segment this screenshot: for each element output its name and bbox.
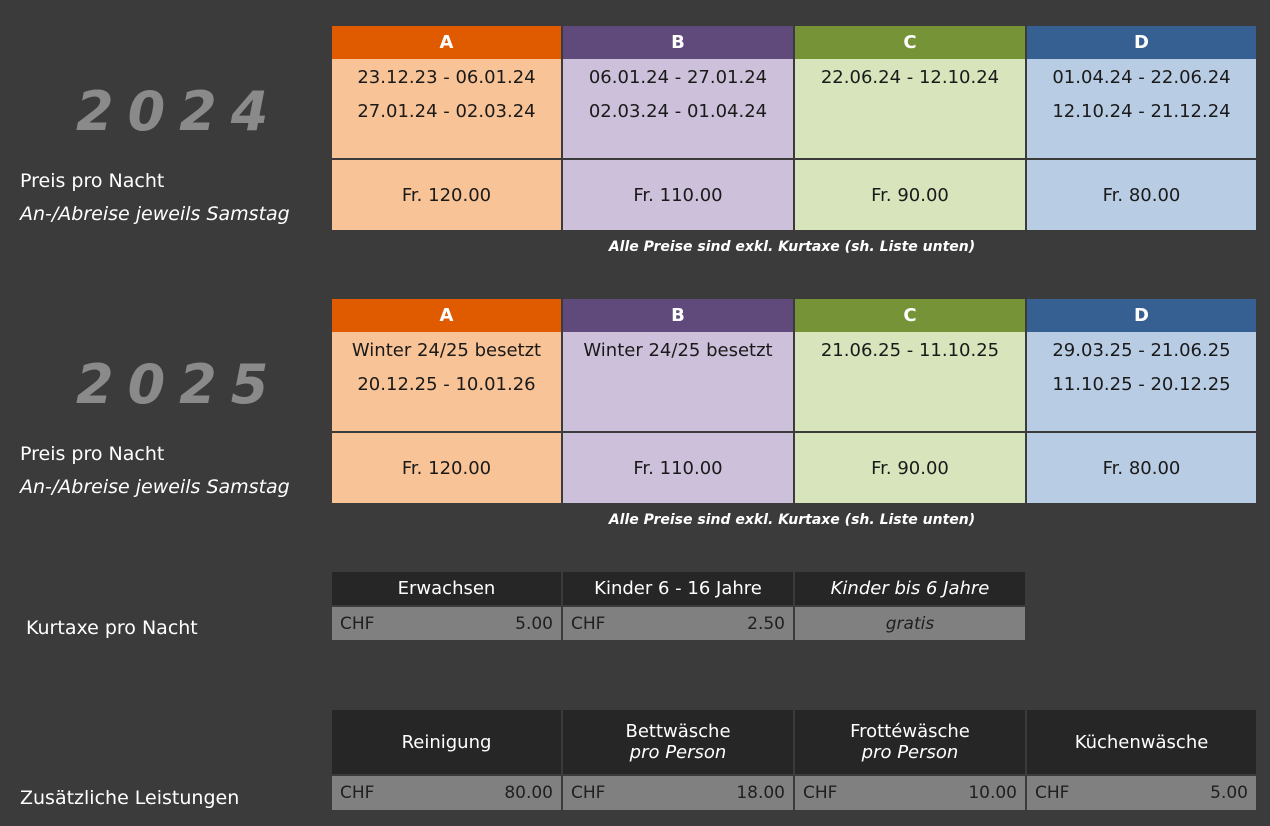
header-adults: Erwachsen — [332, 572, 561, 605]
season-c-header: C — [795, 26, 1025, 59]
season-b-header: B — [563, 299, 793, 332]
amount: 10.00 — [968, 783, 1017, 803]
header-towels: Frottéwäsche pro Person — [795, 710, 1025, 774]
kurtaxe-adults-cell: CHF 5.00 — [332, 607, 561, 640]
date-range: 21.06.25 - 11.10.25 — [820, 340, 1000, 361]
season-c-dates: 21.06.25 - 11.10.25 — [795, 332, 1025, 431]
season-c-dates: 22.06.24 - 12.10.24 — [795, 59, 1025, 158]
arrival-departure-label: An-/Abreise jeweils Samstag — [20, 203, 290, 225]
currency: CHF — [571, 613, 606, 634]
season-d-price: Fr. 80.00 — [1027, 160, 1256, 230]
extras-label: Zusätzliche Leistungen — [20, 787, 240, 809]
season-b-dates: Winter 24/25 besetzt — [563, 332, 793, 431]
price-label-2025: Preis pro Nacht An-/Abreise jeweils Sams… — [20, 438, 290, 504]
season-a-price: Fr. 120.00 — [332, 160, 561, 230]
amount: 18.00 — [736, 783, 785, 803]
currency: CHF — [1035, 783, 1070, 803]
date-range: 01.04.24 - 22.06.24 — [1052, 67, 1231, 88]
date-range: 20.12.25 - 10.01.26 — [357, 374, 536, 395]
season-d-header: D — [1027, 299, 1256, 332]
season-b-header: B — [563, 26, 793, 59]
season-b-price: Fr. 110.00 — [563, 160, 793, 230]
header-children-under-6: Kinder bis 6 Jahre — [795, 572, 1025, 605]
price-label-2024: Preis pro Nacht An-/Abreise jeweils Sams… — [20, 165, 290, 231]
price-per-night-label: Preis pro Nacht — [20, 170, 165, 192]
season-c-header: C — [795, 299, 1025, 332]
extras-table: Reinigung Bettwäsche pro Person Frottéwä… — [332, 710, 1256, 810]
year-2025-title: 2025 — [76, 353, 283, 416]
amount: 5.00 — [515, 613, 553, 634]
season-d-header: D — [1027, 26, 1256, 59]
header-kitchen-linen: Küchenwäsche — [1027, 710, 1256, 774]
header-children-6-16: Kinder 6 - 16 Jahre — [563, 572, 793, 605]
date-range: 11.10.25 - 20.12.25 — [1052, 374, 1231, 395]
kurtaxe-children-cell: CHF 2.50 — [563, 607, 793, 640]
season-b-dates: 06.01.24 - 27.01.24 02.03.24 - 01.04.24 — [563, 59, 793, 158]
season-d-price: Fr. 80.00 — [1027, 433, 1256, 503]
season-a-price: Fr. 120.00 — [332, 433, 561, 503]
season-c-price: Fr. 90.00 — [795, 160, 1025, 230]
price-per-night-label: Preis pro Nacht — [20, 443, 165, 465]
extras-bed-linen-cell: CHF 18.00 — [563, 776, 793, 810]
date-range: 12.10.24 - 21.12.24 — [1052, 101, 1231, 122]
kurtaxe-label: Kurtaxe pro Nacht — [26, 617, 198, 639]
date-range: 22.06.24 - 12.10.24 — [820, 67, 1000, 88]
tax-note-2025: Alle Preise sind exkl. Kurtaxe (sh. List… — [608, 512, 976, 528]
season-a-header: A — [332, 299, 561, 332]
amount: 2.50 — [747, 613, 785, 634]
season-table-2025: A B C D Winter 24/25 besetzt 20.12.25 - … — [332, 299, 1256, 503]
currency: CHF — [340, 783, 375, 803]
date-range: 23.12.23 - 06.01.24 — [357, 67, 536, 88]
season-d-dates: 29.03.25 - 21.06.25 11.10.25 - 20.12.25 — [1027, 332, 1256, 431]
extras-towels-cell: CHF 10.00 — [795, 776, 1025, 810]
season-a-dates: 23.12.23 - 06.01.24 27.01.24 - 02.03.24 — [332, 59, 561, 158]
arrival-departure-label: An-/Abreise jeweils Samstag — [20, 476, 290, 498]
tax-note-2024: Alle Preise sind exkl. Kurtaxe (sh. List… — [608, 239, 976, 255]
currency: CHF — [803, 783, 838, 803]
season-a-header: A — [332, 26, 561, 59]
date-range: 06.01.24 - 27.01.24 — [588, 67, 768, 88]
extras-cleaning-cell: CHF 80.00 — [332, 776, 561, 810]
kurtaxe-table: Erwachsen Kinder 6 - 16 Jahre Kinder bis… — [332, 572, 1025, 640]
kurtaxe-free-cell: gratis — [795, 607, 1025, 640]
season-c-price: Fr. 90.00 — [795, 433, 1025, 503]
date-range: 29.03.25 - 21.06.25 — [1052, 340, 1231, 361]
header-cleaning: Reinigung — [332, 710, 561, 774]
date-range: Winter 24/25 besetzt — [583, 340, 773, 361]
date-range: Winter 24/25 besetzt — [351, 340, 542, 361]
extras-kitchen-linen-cell: CHF 5.00 — [1027, 776, 1256, 810]
season-b-price: Fr. 110.00 — [563, 433, 793, 503]
amount: 5.00 — [1210, 783, 1248, 803]
date-range: 27.01.24 - 02.03.24 — [357, 101, 536, 122]
currency: CHF — [340, 613, 375, 634]
header-bed-linen: Bettwäsche pro Person — [563, 710, 793, 774]
season-table-2024: A B C D 23.12.23 - 06.01.24 27.01.24 - 0… — [332, 26, 1256, 230]
season-d-dates: 01.04.24 - 22.06.24 12.10.24 - 21.12.24 — [1027, 59, 1256, 158]
currency: CHF — [571, 783, 606, 803]
season-a-dates: Winter 24/25 besetzt 20.12.25 - 10.01.26 — [332, 332, 561, 431]
year-2024-title: 2024 — [76, 80, 283, 143]
amount: 80.00 — [504, 783, 553, 803]
date-range: 02.03.24 - 01.04.24 — [588, 101, 768, 122]
